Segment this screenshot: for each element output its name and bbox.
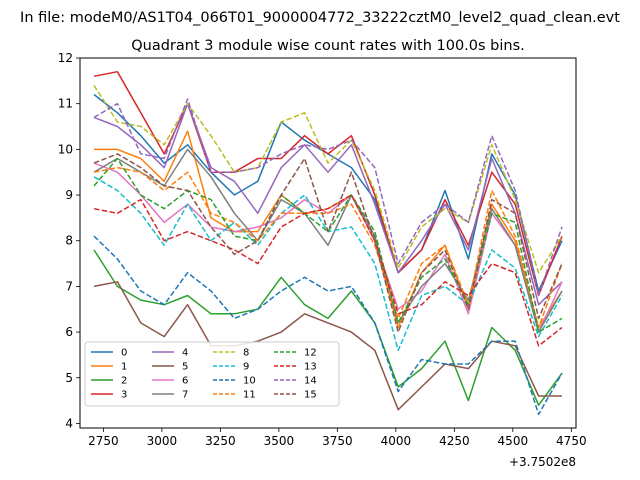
legend-label-5: 5	[182, 362, 188, 373]
series-line-13	[93, 194, 563, 347]
x-tick-label: 4750	[556, 434, 587, 448]
axes-frame	[79, 57, 577, 429]
legend-label-2: 2	[121, 376, 127, 387]
figure-suptitle: In file: modeM0/AS1T04_066T01_9000004772…	[20, 10, 620, 26]
chart-title: Quadrant 3 module wise count rates with …	[131, 38, 525, 54]
legend-label-6: 6	[182, 376, 188, 387]
y-tick-label: 7	[65, 279, 73, 293]
y-tick-label: 6	[65, 325, 73, 339]
x-offset-label: +3.7502e8	[509, 455, 576, 469]
x-tick-label: 4250	[439, 434, 470, 448]
x-tick-label: 3000	[147, 434, 178, 448]
y-tick-label: 10	[58, 142, 73, 156]
y-tick-label: 11	[58, 97, 73, 111]
x-tick-label: 2750	[88, 434, 119, 448]
x-tick-label: 3750	[322, 434, 353, 448]
legend-label-11: 11	[243, 390, 256, 401]
legend-label-8: 8	[243, 348, 249, 359]
series-line-10	[93, 235, 563, 416]
legend-box	[84, 341, 340, 407]
legend-label-9: 9	[243, 362, 249, 373]
series-line-14	[93, 98, 563, 297]
legend-label-7: 7	[182, 390, 188, 401]
series-line-6	[93, 162, 563, 333]
legend-label-1: 1	[121, 362, 127, 373]
x-tick-label: 4500	[498, 434, 529, 448]
series-line-2	[93, 249, 563, 406]
legend-label-15: 15	[304, 390, 317, 401]
series-line-8	[93, 84, 563, 274]
series-line-9	[93, 176, 563, 352]
series-line-4	[93, 102, 563, 306]
legend-label-0: 0	[121, 348, 127, 359]
legend-label-4: 4	[182, 348, 188, 359]
y-tick-label: 5	[65, 371, 73, 385]
y-tick-label: 8	[65, 234, 73, 248]
legend-label-13: 13	[304, 362, 317, 373]
x-tick-label: 4000	[381, 434, 412, 448]
series-line-12	[93, 157, 563, 333]
series-line-3	[93, 70, 563, 297]
y-tick-label: 4	[65, 416, 73, 430]
series-line-11	[93, 166, 563, 329]
x-tick-label: 3500	[264, 434, 295, 448]
x-tick-label: 3250	[205, 434, 236, 448]
series-line-0	[93, 93, 563, 292]
legend-label-3: 3	[121, 390, 127, 401]
y-tick-label: 9	[65, 188, 73, 202]
series-line-15	[93, 153, 563, 333]
legend-label-12: 12	[304, 348, 317, 359]
y-tick-label: 12	[58, 51, 73, 65]
legend-label-14: 14	[304, 376, 317, 387]
legend-label-10: 10	[243, 376, 256, 387]
series-line-5	[93, 281, 562, 411]
